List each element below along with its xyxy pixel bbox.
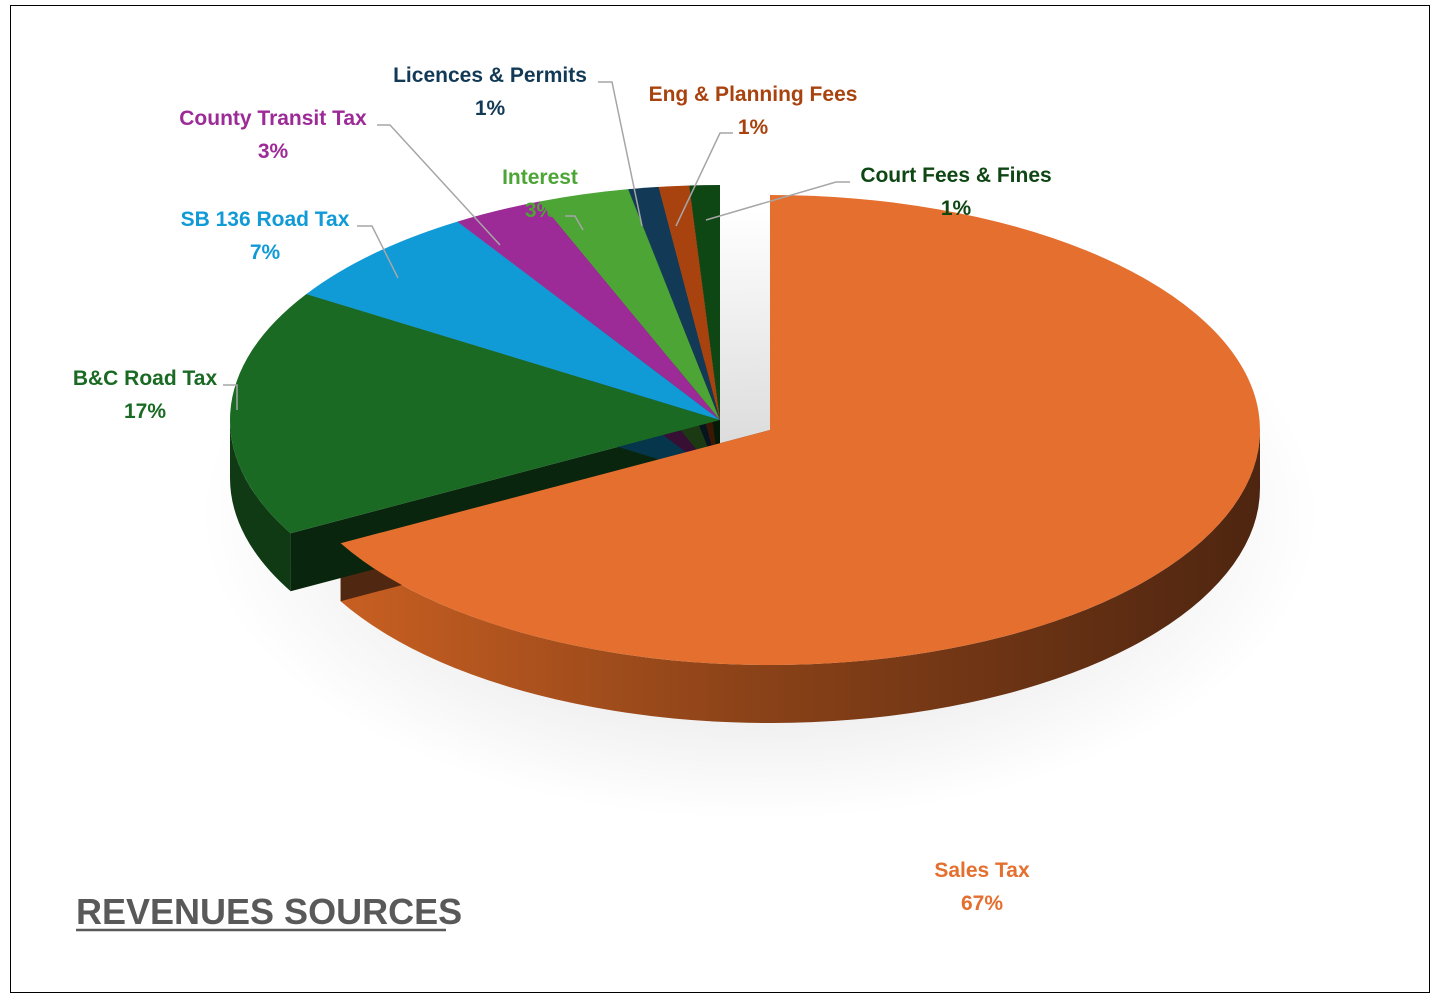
leader-line — [705, 181, 850, 221]
slice-label: B&C Road Tax — [73, 367, 218, 390]
slice-label: Court Fees & Fines — [860, 164, 1051, 187]
leader-line — [675, 132, 733, 227]
slice-label: SB 136 Road Tax — [181, 208, 350, 231]
chart-title: REVENUES SOURCES — [76, 891, 462, 932]
leader-line — [377, 124, 501, 246]
slice-percent-label: 3% — [525, 199, 556, 222]
leader-line — [223, 384, 238, 410]
leader-line — [598, 81, 643, 227]
slice-label: Licences & Permits — [393, 64, 587, 87]
slice-percent-label: 67% — [961, 892, 1003, 915]
slice-percent-label: 1% — [738, 116, 769, 139]
slice-label: Interest — [502, 166, 578, 189]
pie-slice-licences-permits — [628, 186, 720, 420]
leader-line — [565, 215, 584, 231]
pie-slice-county-transit-tax — [457, 201, 720, 420]
pie-slice-side — [340, 430, 1260, 723]
leader-line — [357, 225, 399, 279]
pie-slice-sales-tax — [340, 195, 1261, 665]
pie-slice-court-fees-fines — [689, 185, 720, 420]
pie-slice-interest — [539, 189, 720, 420]
pie-slice-b-c-road-tax — [229, 294, 720, 534]
slice-label: Eng & Planning Fees — [649, 83, 858, 106]
slice-percent-label: 17% — [124, 400, 166, 423]
pie-slice-sb-136-road-tax — [306, 221, 720, 420]
slice-percent-label: 3% — [258, 140, 289, 163]
slice-label: County Transit Tax — [179, 107, 367, 130]
slice-percent-label: 1% — [941, 197, 972, 220]
pie-slice-eng-planning-fees — [658, 185, 720, 420]
slice-percent-label: 1% — [475, 97, 506, 120]
pie-slice-side — [230, 420, 291, 592]
slice-percent-label: 7% — [250, 241, 281, 264]
slice-label: Sales Tax — [934, 859, 1030, 882]
